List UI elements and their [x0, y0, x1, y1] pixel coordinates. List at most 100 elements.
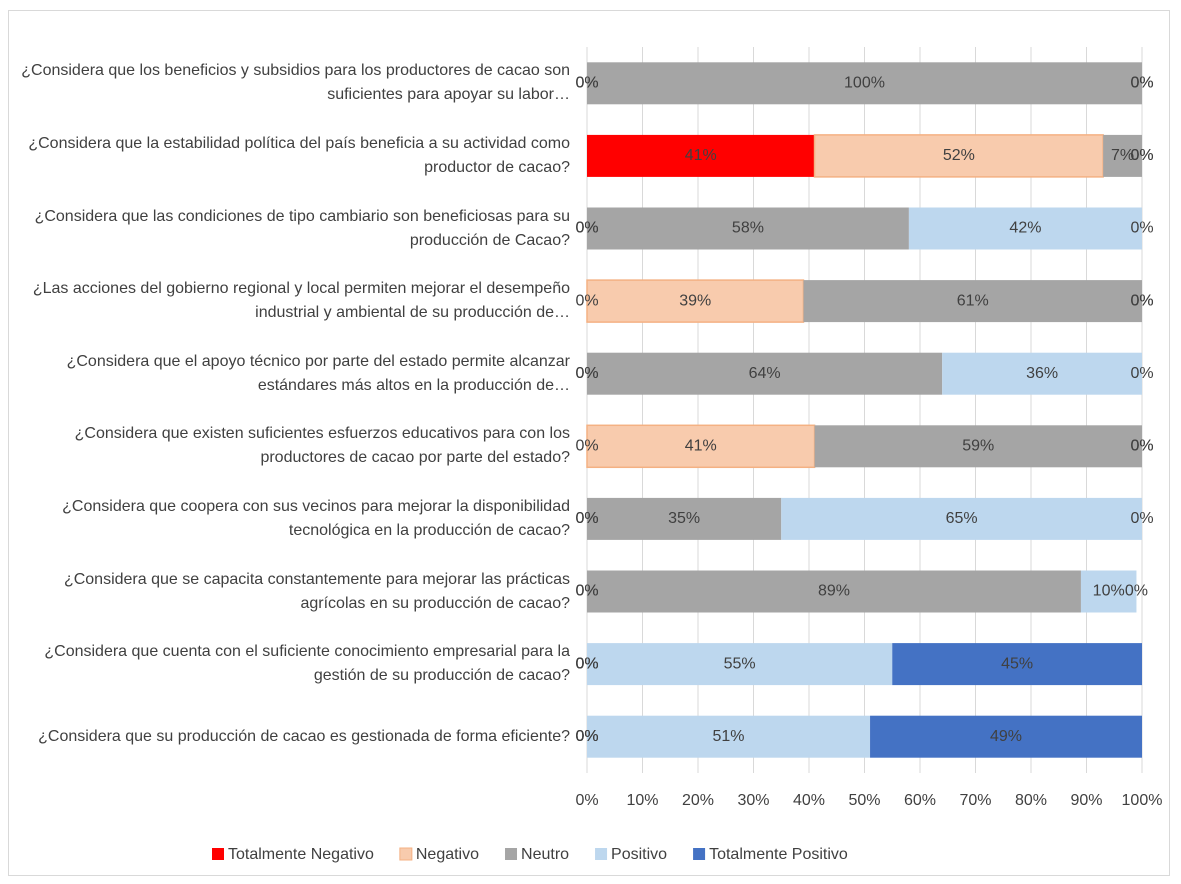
bar-segment [908, 207, 1142, 250]
data-label: 89% [818, 583, 850, 600]
data-label: 0% [1130, 220, 1153, 237]
bar-segment [587, 352, 943, 395]
x-tick-label: 30% [737, 792, 769, 809]
data-label: 35% [668, 510, 700, 527]
data-label: 41% [685, 438, 717, 455]
data-label: 0% [1130, 75, 1153, 92]
data-label: 59% [962, 438, 994, 455]
chart-frame [8, 10, 1170, 876]
data-label: 0% [575, 365, 598, 382]
category-label: ¿Considera que coopera con sus vecinos p… [62, 497, 570, 539]
legend-label: Positivo [611, 846, 667, 863]
bar-segment [781, 497, 1142, 540]
data-label: 0% [1130, 75, 1153, 92]
data-label: 0% [575, 220, 598, 237]
data-label: 0% [1130, 365, 1153, 382]
legend-label: Totalmente Negativo [228, 846, 374, 863]
bar-segment [1103, 134, 1142, 177]
data-label: 52% [943, 147, 975, 164]
bar-segment [587, 715, 871, 758]
legend-label: Totalmente Positivo [709, 846, 848, 863]
data-label: 49% [990, 728, 1022, 745]
data-label: 0% [575, 75, 598, 92]
data-label: 0% [1130, 438, 1153, 455]
data-label: 0% [575, 438, 598, 455]
category-label: ¿Considera que los beneficios y subsidio… [21, 62, 570, 104]
data-label: 64% [749, 365, 781, 382]
bar-segment [587, 207, 909, 250]
data-label: 0% [575, 583, 598, 600]
legend-swatch [212, 848, 224, 860]
data-label: 0% [575, 728, 598, 745]
legend-swatch [693, 848, 706, 860]
x-tick-label: 20% [682, 792, 714, 809]
x-tick-label: 40% [793, 792, 825, 809]
category-label: ¿Considera que se capacita constantement… [63, 570, 570, 612]
x-tick-label: 100% [1122, 792, 1163, 809]
bar-segment [587, 62, 1142, 105]
bar-segment [813, 134, 1104, 178]
data-label: 0% [575, 655, 598, 672]
data-label: 0% [1130, 147, 1153, 164]
category-label: ¿Las acciones del gobierno regional y lo… [32, 280, 570, 322]
data-label: 0% [575, 75, 598, 92]
legend-swatch [505, 848, 518, 860]
x-tick-label: 70% [959, 792, 991, 809]
data-label: 51% [713, 728, 745, 745]
x-tick-label: 0% [575, 792, 598, 809]
category-label: ¿Considera que cuenta con el suficiente … [44, 643, 570, 685]
bar-segment [587, 570, 1081, 613]
data-label: 0% [575, 655, 598, 672]
data-label: 0% [575, 510, 598, 527]
data-label: 39% [679, 292, 711, 309]
legend-label: Neutro [521, 846, 569, 863]
data-label: 0% [575, 728, 598, 745]
x-tick-label: 60% [904, 792, 936, 809]
data-label: 55% [724, 655, 756, 672]
bar-segment [587, 497, 782, 540]
data-label: 7% [1111, 147, 1134, 164]
category-label: ¿Considera que existen suficientes esfue… [74, 425, 570, 467]
bar-segment [586, 279, 805, 323]
data-label: 10% [1093, 583, 1125, 600]
bar-segment [587, 134, 815, 177]
bar-segment [870, 715, 1142, 758]
category-label: ¿Considera que su producción de cacao es… [38, 727, 570, 745]
legend-swatch [595, 848, 608, 860]
data-label: 0% [575, 728, 598, 745]
data-label: 65% [946, 510, 978, 527]
data-label: 42% [1009, 220, 1041, 237]
bar-segment [803, 280, 1142, 323]
data-label: 100% [844, 75, 885, 92]
bar-segment [1080, 570, 1137, 613]
x-tick-label: 90% [1070, 792, 1102, 809]
x-tick-label: 50% [848, 792, 880, 809]
data-label: 0% [575, 583, 598, 600]
bar-segment [814, 425, 1142, 468]
legend-label: Negativo [416, 846, 479, 863]
x-tick-label: 10% [626, 792, 658, 809]
data-label: 0% [1130, 147, 1153, 164]
bar-segment [892, 643, 1142, 686]
data-label: 0% [575, 655, 598, 672]
category-label: ¿Considera que las condiciones de tipo c… [34, 207, 570, 249]
category-label: ¿Considera que la estabilidad política d… [28, 134, 570, 176]
data-label: 58% [732, 220, 764, 237]
data-label: 0% [1130, 438, 1153, 455]
legend-swatch [399, 847, 413, 861]
data-label: 0% [575, 292, 598, 309]
data-label: 0% [575, 365, 598, 382]
data-label: 0% [575, 220, 598, 237]
data-label: 0% [1130, 510, 1153, 527]
data-label: 61% [957, 292, 989, 309]
data-label: 0% [575, 510, 598, 527]
category-label: ¿Considera que el apoyo técnico por part… [66, 352, 570, 394]
data-label: 41% [685, 147, 717, 164]
bar-segment [942, 352, 1142, 395]
data-label: 0% [1125, 583, 1148, 600]
data-label: 0% [1130, 292, 1153, 309]
x-tick-label: 80% [1015, 792, 1047, 809]
data-label: 36% [1026, 365, 1058, 382]
